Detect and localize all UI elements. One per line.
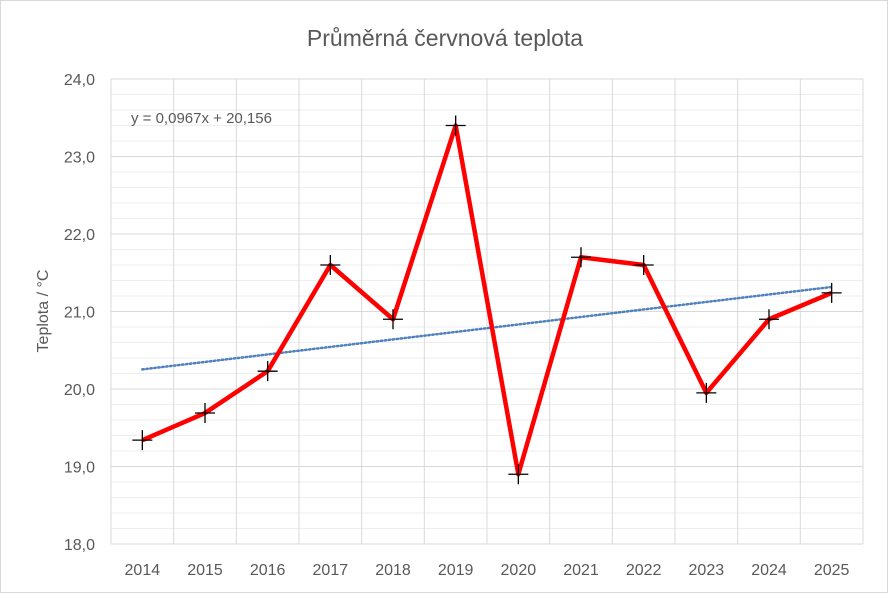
x-tick-label: 2016 xyxy=(250,562,286,579)
data-point-marker xyxy=(821,282,842,303)
data-point-marker xyxy=(257,361,278,382)
x-tick-label: 2021 xyxy=(563,562,599,579)
x-axis-ticks: 2014 2015 2016 2017 2018 2019 2020 2021 2022 2023… xyxy=(125,562,850,579)
chart-title: Průměrná červnová teplota xyxy=(307,25,583,51)
gridlines xyxy=(110,78,864,545)
x-tick-label: 2023 xyxy=(689,562,725,579)
x-tick-label: 2020 xyxy=(501,562,537,579)
x-tick-label: 2022 xyxy=(626,562,662,579)
data-point-marker xyxy=(195,403,215,424)
series-polyline xyxy=(141,123,833,477)
y-tick-label: 23,0 xyxy=(64,150,95,167)
data-point-marker xyxy=(633,255,654,275)
series-line xyxy=(141,123,833,477)
trendline-equation: y = 0,0967x + 20,156 xyxy=(131,110,272,127)
x-tick-label: 2014 xyxy=(125,562,161,579)
y-tick-label: 24,0 xyxy=(64,72,95,89)
data-point-marker xyxy=(759,309,779,330)
y-axis-label: Teplota / °C xyxy=(35,270,52,353)
x-tick-label: 2017 xyxy=(313,562,349,579)
data-point-marker xyxy=(696,382,717,403)
x-tick-label: 2025 xyxy=(814,562,850,579)
y-tick-label: 20,0 xyxy=(64,382,95,399)
x-tick-label: 2018 xyxy=(375,562,411,579)
y-axis-ticks: 18,0 19,0 20,0 21,0 22,0 23,0 24,0 xyxy=(64,72,95,554)
data-point-marker xyxy=(445,115,466,136)
trendline xyxy=(141,285,833,371)
trendline-path xyxy=(141,285,833,371)
x-tick-label: 2019 xyxy=(438,562,474,579)
data-point-marker xyxy=(320,255,341,275)
data-point-marker xyxy=(571,247,591,268)
data-point-marker xyxy=(383,309,403,330)
data-point-marker xyxy=(132,430,153,451)
y-tick-label: 18,0 xyxy=(64,537,95,554)
data-point-marker xyxy=(508,464,529,485)
y-tick-label: 22,0 xyxy=(64,227,95,244)
x-tick-label: 2015 xyxy=(187,562,223,579)
series-markers xyxy=(132,115,842,485)
y-tick-label: 21,0 xyxy=(64,305,95,322)
y-tick-label: 19,0 xyxy=(64,460,95,477)
x-tick-label: 2024 xyxy=(751,562,787,579)
